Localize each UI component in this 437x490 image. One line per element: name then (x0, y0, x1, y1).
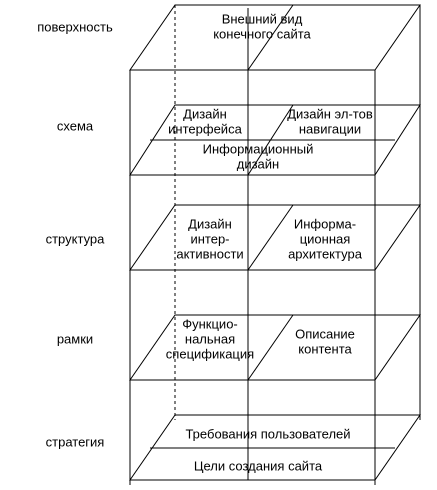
box-label: архитектура (288, 246, 363, 261)
box-label: Дизайн (188, 216, 232, 231)
layer (129, 314, 421, 381)
layer (129, 4, 421, 71)
box-label: конечного сайта (213, 26, 311, 41)
level-label: стратегия (46, 434, 105, 449)
layer (129, 104, 421, 176)
box-label: Информационный (203, 141, 314, 156)
box-label: Внешний вид (222, 11, 303, 26)
layer (129, 204, 421, 271)
box-label: нальная (185, 331, 235, 346)
box-label: дизайн (237, 156, 279, 171)
box-label: спецификация (166, 346, 254, 361)
box-label: Функцио- (182, 316, 238, 331)
box-label: Информа- (294, 216, 356, 231)
box-label: навигации (299, 121, 361, 136)
box-label: Описание (295, 326, 355, 341)
box-label: Цели создания сайта (194, 458, 323, 473)
box-label: Дизайн (183, 106, 227, 121)
box-label: контента (298, 341, 352, 356)
level-label: структура (46, 231, 106, 246)
box-label: активности (176, 246, 243, 261)
box-label: интерфейса (168, 121, 242, 136)
level-label: рамки (57, 331, 93, 346)
layer (129, 414, 421, 481)
box-label: Дизайн эл-тов (287, 106, 373, 121)
level-label: схема (57, 118, 94, 133)
frame (129, 4, 421, 485)
box-label: Требования пользователей (185, 426, 350, 441)
level-label: поверхность (37, 19, 113, 34)
box-label: ционная (300, 231, 351, 246)
box-label: интер- (190, 231, 229, 246)
